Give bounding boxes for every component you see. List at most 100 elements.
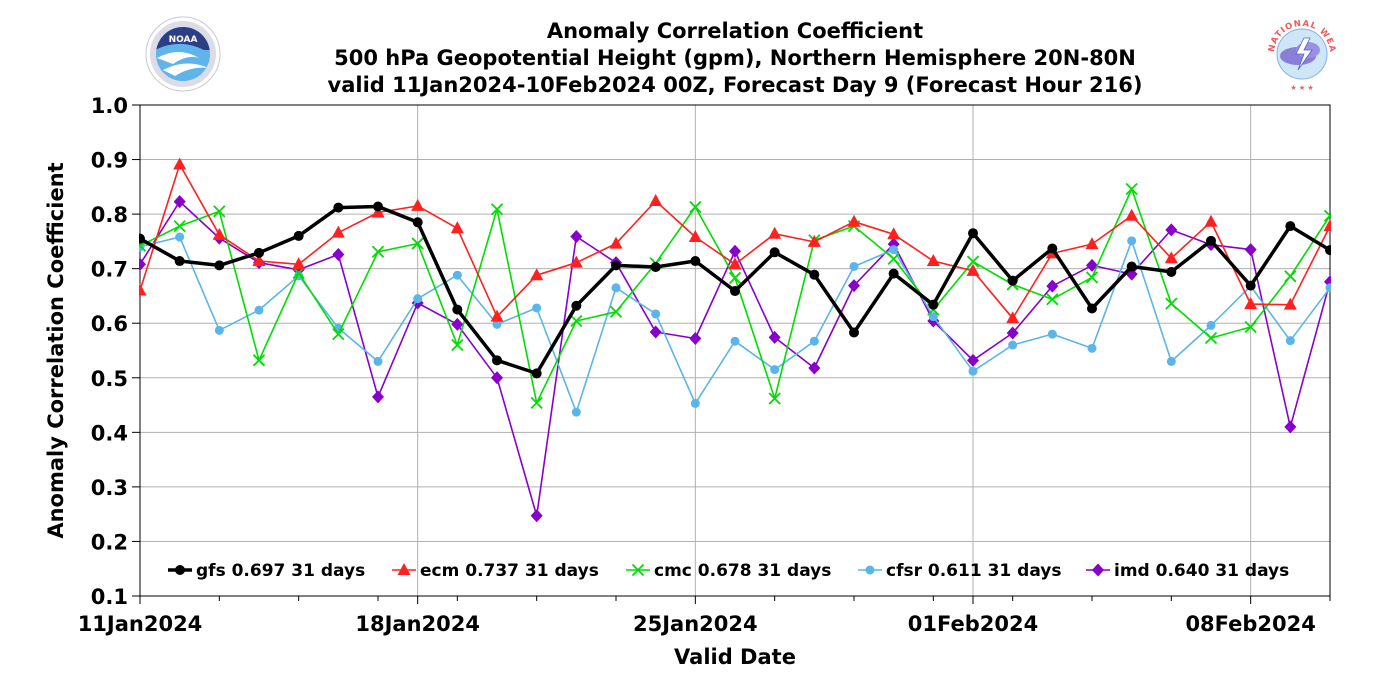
data-point-gfs bbox=[214, 260, 225, 271]
data-point-gfs bbox=[1206, 235, 1216, 246]
y-axis-label: Anomaly Correlation Coefficient bbox=[44, 162, 68, 538]
data-point-ecm bbox=[1164, 251, 1178, 264]
data-point-cfsr bbox=[492, 319, 502, 329]
plot-frame bbox=[139, 104, 1331, 597]
data-point-imd bbox=[848, 279, 860, 293]
data-point-ecm bbox=[292, 257, 306, 270]
data-point-gfs bbox=[1166, 266, 1177, 277]
data-point-cmc bbox=[1284, 270, 1297, 283]
data-point-gfs bbox=[611, 260, 621, 271]
legend-label-cmc: cmc 0.678 31 days bbox=[654, 561, 831, 581]
y-tick-label: 0.1 bbox=[91, 585, 128, 609]
data-point-gfs bbox=[1126, 261, 1137, 272]
data-point-cmc bbox=[292, 266, 305, 280]
x-tick-label: 11Jan2024 bbox=[78, 612, 203, 636]
noaa-logo-icon: NOAA bbox=[145, 16, 221, 92]
data-point-cfsr bbox=[968, 366, 978, 376]
x-tick-label: 18Jan2024 bbox=[355, 612, 480, 636]
data-point-cfsr bbox=[373, 356, 383, 366]
data-point-cmc bbox=[252, 354, 266, 367]
data-point-cfsr bbox=[1325, 283, 1331, 293]
data-point-gfs bbox=[730, 286, 740, 297]
data-point-imd bbox=[491, 371, 503, 385]
data-point-ecm bbox=[1085, 237, 1099, 250]
data-point-ecm bbox=[173, 157, 187, 170]
data-point-cmc bbox=[411, 237, 424, 250]
chart-subtitle-2: valid 11Jan2024-10Feb2024 00Z, Forecast … bbox=[327, 73, 1143, 97]
data-point-gfs bbox=[1007, 275, 1018, 286]
legend-marker-cfsr bbox=[865, 565, 875, 575]
data-point-gfs bbox=[1047, 243, 1058, 254]
data-point-cmc bbox=[1244, 320, 1257, 334]
data-point-imd bbox=[1086, 258, 1098, 272]
data-point-cmc bbox=[1046, 293, 1059, 306]
data-point-imd bbox=[1244, 243, 1257, 257]
data-point-cfsr bbox=[730, 336, 740, 346]
data-point-cmc bbox=[490, 203, 504, 216]
data-point-gfs bbox=[1325, 245, 1331, 256]
data-point-cfsr bbox=[452, 270, 462, 280]
data-point-ecm bbox=[1204, 214, 1218, 227]
data-point-gfs bbox=[1245, 280, 1256, 291]
data-point-gfs bbox=[139, 233, 145, 244]
y-tick-label: 0.8 bbox=[91, 203, 128, 227]
legend-marker-gfs bbox=[175, 565, 185, 575]
data-point-cmc bbox=[966, 255, 980, 268]
data-point-ecm bbox=[887, 227, 901, 240]
data-point-imd bbox=[1165, 223, 1178, 237]
data-point-ecm bbox=[530, 268, 544, 281]
data-point-cfsr bbox=[1008, 340, 1018, 350]
data-point-cfsr bbox=[611, 283, 621, 293]
data-point-ecm bbox=[1323, 219, 1331, 232]
data-point-ecm bbox=[1125, 208, 1139, 221]
chart-title-block: Anomaly Correlation Coefficient 500 hPa … bbox=[0, 18, 1400, 99]
data-point-gfs bbox=[888, 268, 899, 279]
data-point-imd bbox=[729, 244, 741, 258]
data-point-ecm bbox=[688, 230, 702, 243]
data-point-imd bbox=[451, 317, 464, 331]
data-point-gfs bbox=[531, 368, 542, 379]
data-point-cfsr bbox=[651, 309, 661, 319]
data-point-cfsr bbox=[1285, 336, 1295, 346]
data-point-cmc bbox=[768, 392, 781, 405]
data-point-ecm bbox=[569, 255, 583, 268]
data-point-gfs bbox=[492, 355, 502, 366]
data-point-cmc bbox=[1323, 209, 1331, 222]
data-point-cfsr bbox=[770, 365, 780, 375]
data-point-ecm bbox=[490, 309, 504, 322]
data-point-cmc bbox=[451, 338, 464, 352]
data-point-gfs bbox=[650, 262, 661, 273]
y-tick-label: 0.2 bbox=[91, 530, 128, 554]
data-point-ecm bbox=[252, 254, 266, 267]
data-point-imd bbox=[372, 390, 384, 404]
data-point-imd bbox=[1284, 420, 1297, 434]
svg-text:★ ★ ★: ★ ★ ★ bbox=[1290, 84, 1313, 92]
data-point-ecm bbox=[1006, 311, 1020, 324]
data-point-cmc bbox=[332, 327, 345, 341]
data-point-ecm bbox=[966, 263, 980, 276]
data-point-imd bbox=[967, 353, 979, 367]
data-point-gfs bbox=[968, 228, 978, 239]
y-tick-label: 0.9 bbox=[91, 149, 128, 173]
data-point-imd bbox=[689, 331, 702, 345]
data-point-imd bbox=[173, 195, 186, 209]
data-point-cmc bbox=[213, 205, 226, 218]
data-point-gfs bbox=[690, 256, 701, 267]
data-point-gfs bbox=[849, 327, 859, 338]
data-point-ecm bbox=[371, 205, 385, 218]
data-point-gfs bbox=[809, 269, 820, 280]
data-point-gfs bbox=[412, 217, 423, 228]
data-point-cfsr bbox=[1206, 320, 1216, 330]
legend-label-gfs: gfs 0.697 31 days bbox=[196, 561, 365, 581]
legend-marker-ecm bbox=[397, 563, 411, 575]
legend-marker-imd bbox=[1092, 563, 1104, 577]
data-point-imd bbox=[649, 325, 662, 339]
x-tick-label: 01Feb2024 bbox=[908, 612, 1038, 636]
data-point-imd bbox=[768, 330, 781, 344]
data-point-gfs bbox=[452, 304, 463, 315]
y-tick-label: 0.4 bbox=[91, 421, 128, 445]
data-point-ecm bbox=[609, 236, 623, 249]
data-point-cmc bbox=[1085, 271, 1099, 284]
data-point-gfs bbox=[373, 201, 383, 212]
